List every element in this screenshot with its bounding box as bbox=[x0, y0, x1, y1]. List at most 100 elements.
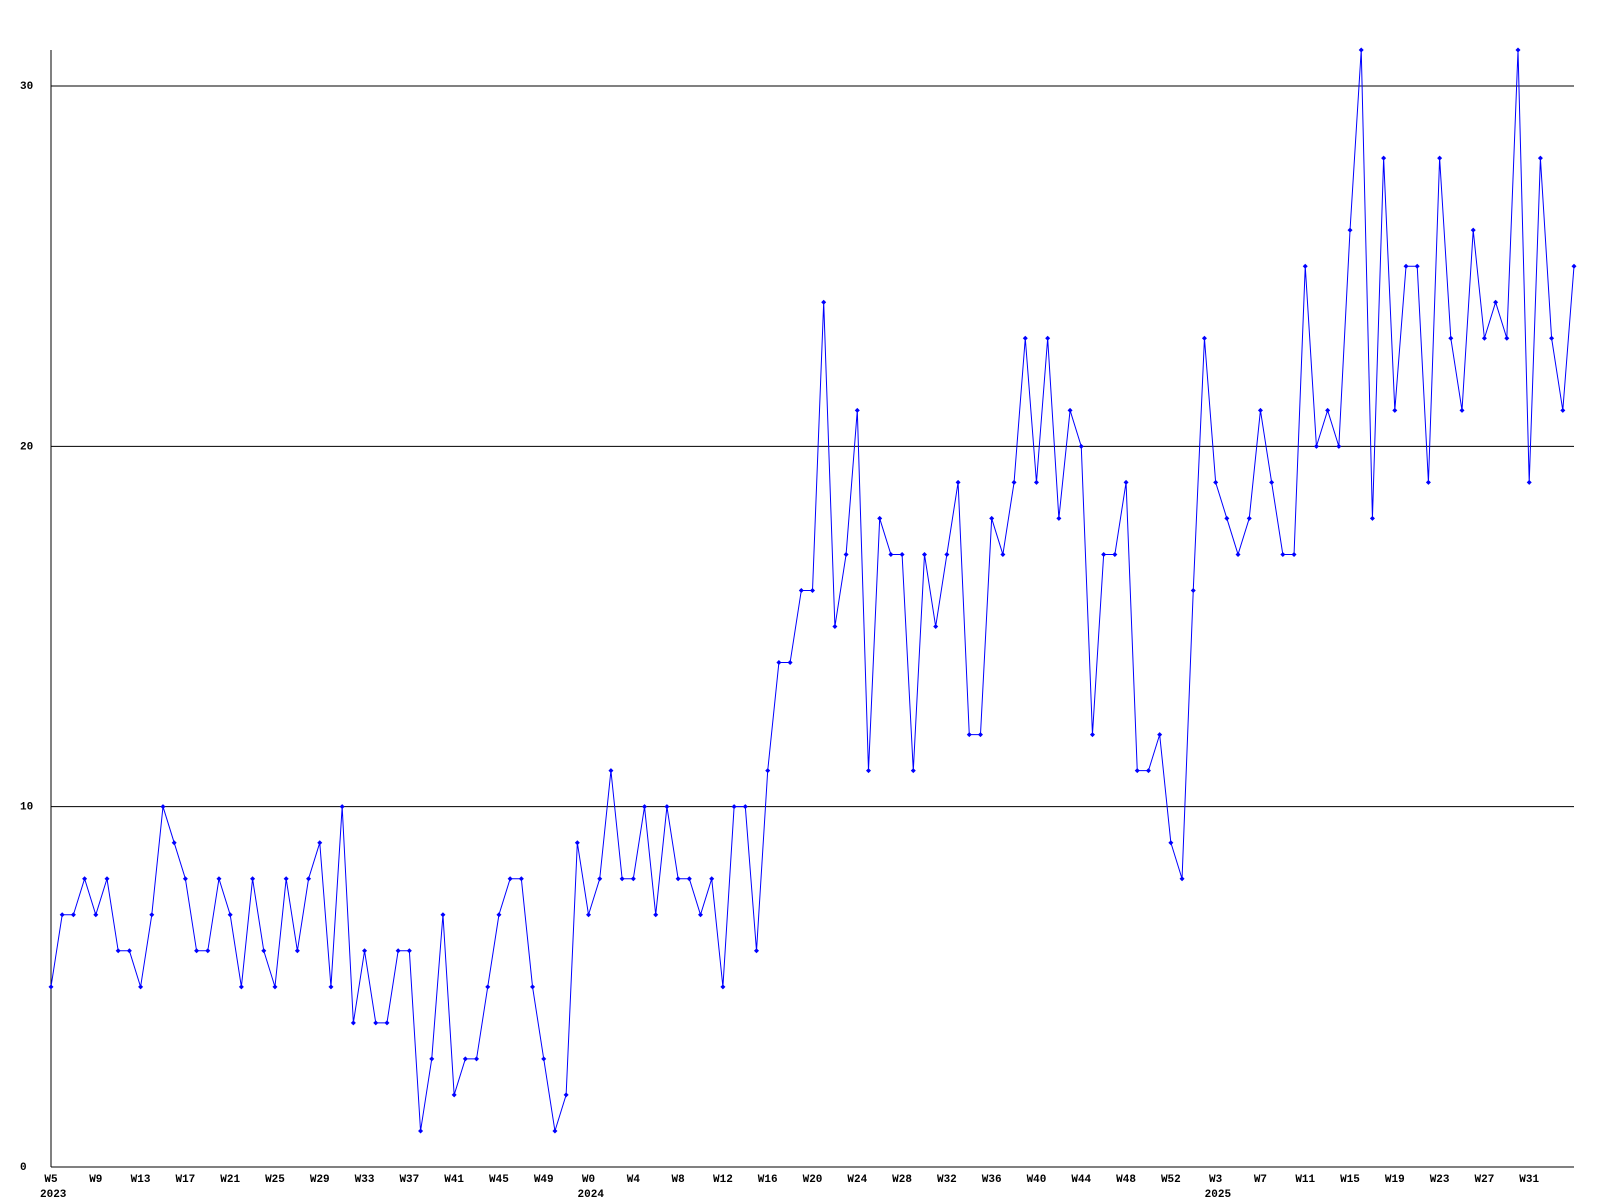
y-tick-label: 30 bbox=[20, 81, 33, 93]
x-tick-label: W4 bbox=[627, 1174, 641, 1186]
data-point bbox=[642, 804, 648, 810]
data-point bbox=[1224, 515, 1230, 521]
data-point bbox=[1481, 335, 1487, 341]
x-tick-label: W44 bbox=[1071, 1174, 1091, 1186]
x-tick-label: W52 bbox=[1161, 1174, 1181, 1186]
data-point bbox=[541, 1056, 547, 1062]
data-point bbox=[821, 299, 827, 305]
data-point bbox=[1336, 443, 1342, 449]
data-point bbox=[1011, 479, 1017, 485]
data-point bbox=[59, 912, 65, 918]
data-point bbox=[474, 1056, 480, 1062]
data-point bbox=[810, 587, 815, 593]
data-point bbox=[921, 551, 927, 557]
x-tick-label: W21 bbox=[220, 1174, 240, 1186]
data-point bbox=[138, 984, 144, 990]
x-tick-label: W7 bbox=[1254, 1174, 1267, 1186]
x-tick-label: W11 bbox=[1295, 1174, 1315, 1186]
data-point bbox=[496, 912, 502, 918]
x-tick-label: W15 bbox=[1340, 1174, 1360, 1186]
data-point bbox=[93, 912, 99, 918]
data-point bbox=[350, 1020, 356, 1026]
data-point bbox=[126, 948, 132, 954]
x-tick-label: W31 bbox=[1519, 1174, 1539, 1186]
data-point bbox=[1000, 551, 1006, 557]
data-point bbox=[70, 912, 76, 918]
data-point bbox=[1560, 407, 1566, 413]
x-tick-label: W8 bbox=[672, 1174, 686, 1186]
data-point bbox=[977, 732, 983, 738]
x-tick-label: W17 bbox=[175, 1174, 195, 1186]
data-point bbox=[429, 1056, 435, 1062]
data-point bbox=[630, 876, 636, 882]
year-label: 2025 bbox=[1205, 1189, 1232, 1200]
data-point bbox=[362, 948, 368, 954]
data-point bbox=[507, 876, 513, 882]
data-point bbox=[238, 984, 244, 990]
data-point bbox=[1313, 443, 1319, 449]
data-point bbox=[1347, 227, 1353, 233]
data-point bbox=[776, 660, 782, 666]
year-label: 2023 bbox=[40, 1189, 67, 1200]
data-point bbox=[787, 660, 793, 666]
data-point bbox=[406, 948, 412, 954]
data-point bbox=[843, 551, 849, 557]
x-tick-label: W33 bbox=[355, 1174, 375, 1186]
data-point bbox=[1358, 47, 1364, 53]
data-point bbox=[966, 732, 972, 738]
data-point bbox=[910, 768, 916, 774]
data-point bbox=[283, 876, 289, 882]
data-point bbox=[888, 551, 894, 557]
year-label: 2024 bbox=[578, 1189, 605, 1200]
data-point bbox=[1269, 479, 1275, 485]
data-point bbox=[451, 1092, 457, 1098]
data-point bbox=[395, 948, 401, 954]
data-point bbox=[1549, 335, 1555, 341]
data-point bbox=[664, 804, 670, 810]
data-point bbox=[832, 624, 838, 630]
data-point bbox=[854, 407, 860, 413]
x-tick-label: W37 bbox=[399, 1174, 419, 1186]
data-point bbox=[1369, 515, 1375, 521]
data-point bbox=[160, 804, 166, 810]
data-point bbox=[597, 876, 603, 882]
data-point bbox=[1134, 768, 1140, 774]
y-tick-label: 0 bbox=[20, 1162, 27, 1174]
x-tick-label: W12 bbox=[713, 1174, 733, 1186]
x-tick-label: W9 bbox=[89, 1174, 102, 1186]
x-tick-label: W27 bbox=[1475, 1174, 1495, 1186]
data-point bbox=[608, 768, 614, 774]
data-point bbox=[373, 1020, 379, 1026]
data-point bbox=[485, 984, 491, 990]
data-point bbox=[1257, 407, 1263, 413]
x-tick-label: W19 bbox=[1385, 1174, 1405, 1186]
x-tick-label: W24 bbox=[847, 1174, 867, 1186]
x-tick-label: W0 bbox=[582, 1174, 595, 1186]
data-point bbox=[48, 984, 54, 990]
y-tick-label: 10 bbox=[20, 802, 33, 814]
data-point bbox=[1537, 155, 1543, 161]
data-point bbox=[1403, 263, 1409, 269]
data-point bbox=[1168, 840, 1174, 846]
data-point bbox=[171, 840, 177, 846]
data-point bbox=[1145, 768, 1151, 774]
data-point bbox=[1089, 732, 1095, 738]
data-point bbox=[1504, 335, 1510, 341]
data-point bbox=[574, 840, 580, 846]
data-point bbox=[1425, 479, 1431, 485]
data-point bbox=[586, 912, 592, 918]
y-tick-label: 20 bbox=[20, 441, 33, 453]
data-point bbox=[418, 1128, 424, 1134]
data-point bbox=[1235, 551, 1241, 557]
data-point bbox=[877, 515, 883, 521]
x-tick-label: W32 bbox=[937, 1174, 957, 1186]
data-point bbox=[1325, 407, 1331, 413]
x-tick-label: W41 bbox=[444, 1174, 464, 1186]
data-point bbox=[1246, 515, 1252, 521]
data-point bbox=[1302, 263, 1308, 269]
data-point bbox=[1526, 479, 1532, 485]
data-point bbox=[686, 876, 692, 882]
data-point bbox=[194, 948, 200, 954]
data-point bbox=[1201, 335, 1207, 341]
